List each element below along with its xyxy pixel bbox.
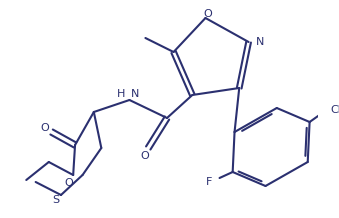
Text: O: O: [203, 9, 212, 19]
Text: Cl: Cl: [330, 105, 339, 115]
Text: F: F: [206, 177, 212, 187]
Text: N: N: [131, 89, 140, 99]
Text: O: O: [140, 151, 149, 161]
Text: O: O: [41, 123, 49, 133]
Text: N: N: [256, 37, 264, 47]
Text: O: O: [64, 178, 73, 188]
Text: H: H: [117, 89, 126, 99]
Text: S: S: [52, 195, 59, 205]
